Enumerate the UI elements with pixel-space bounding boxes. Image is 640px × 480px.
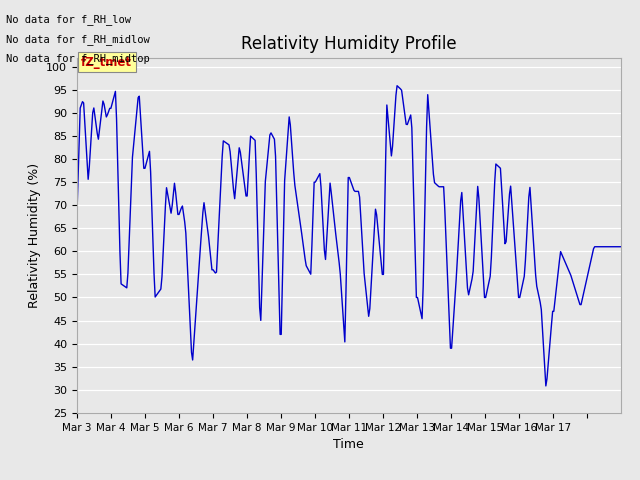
Y-axis label: Relativity Humidity (%): Relativity Humidity (%): [28, 163, 40, 308]
Text: No data for f_RH_midlow: No data for f_RH_midlow: [6, 34, 150, 45]
Title: Relativity Humidity Profile: Relativity Humidity Profile: [241, 35, 456, 53]
X-axis label: Time: Time: [333, 438, 364, 451]
Text: fZ_tmet: fZ_tmet: [81, 56, 132, 69]
Text: No data for f_RH_midtop: No data for f_RH_midtop: [6, 53, 150, 64]
Text: No data for f_RH_low: No data for f_RH_low: [6, 14, 131, 25]
